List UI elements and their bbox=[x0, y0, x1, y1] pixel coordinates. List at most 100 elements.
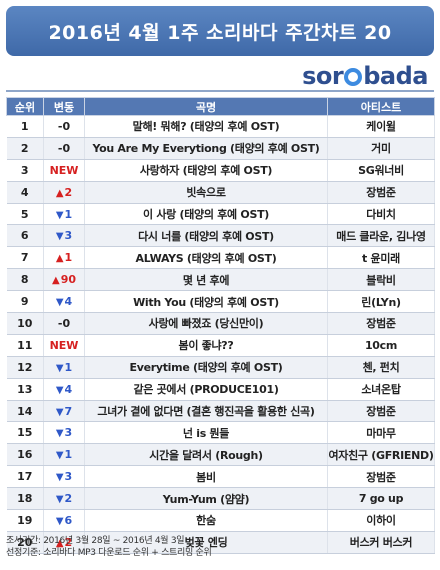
change-cell: ▼1 bbox=[43, 356, 85, 379]
table-row: 14 ▼7 그녀가 곁에 없다면 (결혼 행진곡을 활용한 신곡) 장범준 bbox=[6, 400, 435, 423]
artist-name: 블락비 bbox=[327, 268, 435, 292]
change-cell: ▼3 bbox=[43, 224, 85, 248]
up-triangle-icon: ▲ bbox=[55, 537, 64, 549]
song-title: 봄비 bbox=[84, 465, 328, 489]
artist-name: 소녀온탑 bbox=[327, 378, 435, 401]
change-cell: NEW bbox=[43, 159, 85, 182]
change-value: NEW bbox=[49, 163, 79, 177]
table-header-row: 순위 변동 곡명 아티스트 bbox=[6, 97, 435, 116]
song-title: 같은 곳에서 (PRODUCE101) bbox=[84, 378, 328, 401]
artist-name: 케이윌 bbox=[327, 115, 435, 138]
down-triangle-icon: ▼ bbox=[55, 297, 64, 309]
change-cell: ▲2 bbox=[43, 531, 85, 554]
change-cell: -0 bbox=[43, 312, 85, 335]
change-value: -0 bbox=[57, 119, 71, 133]
artist-name: 7 go up bbox=[327, 487, 435, 511]
table-row: 19 ▼6 한숨 이하이 bbox=[6, 509, 435, 532]
change-value: 2 bbox=[64, 492, 73, 506]
down-triangle-icon: ▼ bbox=[55, 450, 64, 462]
rank-cell: 9 bbox=[6, 290, 44, 314]
artist-name: 장범준 bbox=[327, 181, 435, 204]
up-triangle-icon: ▲ bbox=[55, 253, 64, 265]
table-row: 1 -0 말해! 뭐해? (태양의 후예 OST) 케이윌 bbox=[6, 115, 435, 138]
change-value: 6 bbox=[64, 513, 73, 527]
down-triangle-icon: ▼ bbox=[55, 362, 64, 374]
song-title: 한숨 bbox=[84, 509, 328, 532]
table-row: 12 ▼1 Everytime (태양의 후예 OST) 첸, 펀치 bbox=[6, 356, 435, 379]
table-row: 9 ▼4 With You (태양의 후예 OST) 린(LYn) bbox=[6, 290, 435, 314]
table-row: 16 ▼1 시간을 달려서 (Rough) 여자친구 (GFRIEND) bbox=[6, 443, 435, 467]
artist-name: 장범준 bbox=[327, 465, 435, 489]
table-row: 17 ▼3 봄비 장범준 bbox=[6, 465, 435, 489]
logo-ring-icon bbox=[344, 68, 363, 86]
change-value: -0 bbox=[57, 141, 71, 155]
table-row: 10 -0 사랑에 빠졌죠 (당신만이) 장범준 bbox=[6, 312, 435, 335]
change-cell: ▼1 bbox=[43, 203, 85, 226]
header-artist: 아티스트 bbox=[327, 97, 435, 116]
rank-cell: 4 bbox=[6, 181, 44, 204]
change-cell: NEW bbox=[43, 334, 85, 357]
rank-cell: 15 bbox=[6, 421, 44, 445]
table-row: 15 ▼3 넌 is 뭔들 마마무 bbox=[6, 421, 435, 445]
artist-name: 거미 bbox=[327, 137, 435, 160]
rank-cell: 6 bbox=[6, 224, 44, 248]
rank-cell: 3 bbox=[6, 159, 44, 182]
header-change: 변동 bbox=[43, 97, 85, 116]
up-triangle-icon: ▲ bbox=[51, 275, 60, 287]
down-triangle-icon: ▼ bbox=[55, 428, 64, 440]
song-title: 봄이 좋냐?? bbox=[84, 334, 328, 357]
artist-name: 여자친구 (GFRIEND) bbox=[327, 443, 435, 467]
rank-cell: 7 bbox=[6, 246, 44, 270]
rank-cell: 18 bbox=[6, 487, 44, 511]
chart-body: 1 -0 말해! 뭐해? (태양의 후예 OST) 케이윌 2 -0 You Are My … bbox=[6, 115, 435, 554]
survey-period: 조사기간: 2016년 3월 28일 ~ 2016년 4월 3일 bbox=[6, 536, 185, 546]
selection-criteria: 선정기준: 소리바다 MP3 다운로드 순위 + 스트리밍 순위 bbox=[6, 548, 212, 558]
rank-cell: 16 bbox=[6, 443, 44, 467]
rank-cell: 19 bbox=[6, 509, 44, 532]
change-value: -0 bbox=[57, 316, 71, 330]
table-row: 3 NEW 사랑하자 (태양의 후예 OST) SG워너비 bbox=[6, 159, 435, 182]
change-value: 3 bbox=[64, 470, 73, 484]
song-title: 사랑에 빠졌죠 (당신만이) bbox=[84, 312, 328, 335]
change-value: 3 bbox=[64, 426, 73, 440]
change-value: 2 bbox=[64, 535, 73, 549]
rank-cell: 20 bbox=[6, 531, 44, 554]
header-rank: 순위 bbox=[6, 97, 44, 116]
rank-cell: 2 bbox=[6, 137, 44, 160]
rank-cell: 5 bbox=[6, 203, 44, 226]
table-row: 18 ▼2 Yum-Yum (얌얌) 7 go up bbox=[6, 487, 435, 511]
artist-name: 이하이 bbox=[327, 509, 435, 532]
rank-cell: 14 bbox=[6, 400, 44, 423]
down-triangle-icon: ▼ bbox=[55, 494, 64, 506]
song-title: 이 사랑 (태양의 후예 OST) bbox=[84, 203, 328, 226]
song-title: Everytime (태양의 후예 OST) bbox=[84, 356, 328, 379]
change-value: 1 bbox=[64, 360, 73, 374]
change-value: NEW bbox=[49, 338, 79, 352]
song-title: 그녀가 곁에 없다면 (결혼 행진곡을 활용한 신곡) bbox=[84, 400, 328, 423]
song-title: ALWAYS (태양의 후예 OST) bbox=[84, 246, 328, 270]
artist-name: 첸, 펀치 bbox=[327, 356, 435, 379]
table-row: 13 ▼4 같은 곳에서 (PRODUCE101) 소녀온탑 bbox=[6, 378, 435, 401]
change-cell: ▲2 bbox=[43, 181, 85, 204]
change-cell: ▼4 bbox=[43, 290, 85, 314]
artist-name: 매드 클라운, 김나영 bbox=[327, 224, 435, 248]
down-triangle-icon: ▼ bbox=[55, 384, 64, 396]
change-cell: ▼7 bbox=[43, 400, 85, 423]
song-title: 사랑하자 (태양의 후예 OST) bbox=[84, 159, 328, 182]
change-value: 4 bbox=[64, 295, 73, 309]
change-cell: ▼4 bbox=[43, 378, 85, 401]
chart-table: 순위 변동 곡명 아티스트 1 -0 말해! 뭐해? (태양의 후예 OST) 케이윌… bbox=[6, 97, 435, 554]
change-cell: -0 bbox=[43, 137, 85, 160]
song-title: 빗속으로 bbox=[84, 181, 328, 204]
song-title: Yum-Yum (얌얌) bbox=[84, 487, 328, 511]
down-triangle-icon: ▼ bbox=[55, 472, 64, 484]
rank-cell: 8 bbox=[6, 268, 44, 292]
change-value: 3 bbox=[64, 229, 73, 243]
rank-cell: 11 bbox=[6, 334, 44, 357]
artist-name: 10cm bbox=[327, 334, 435, 357]
artist-name: 버스커 버스커 bbox=[327, 531, 435, 554]
table-row: 20 ▲2 벚꽃 엔딩 버스커 버스커 bbox=[6, 531, 435, 554]
up-triangle-icon: ▲ bbox=[55, 187, 64, 199]
song-title: 벚꽃 엔딩 bbox=[84, 531, 328, 554]
change-cell: -0 bbox=[43, 115, 85, 138]
